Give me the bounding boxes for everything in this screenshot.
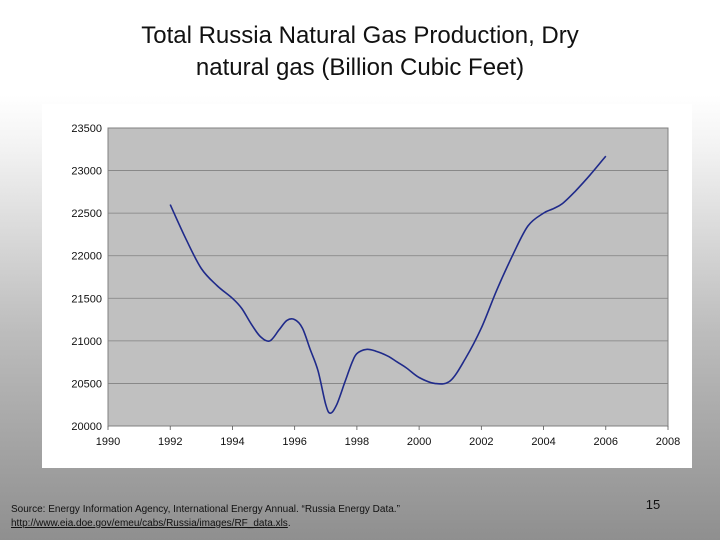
slide-title-line-2: natural gas (Billion Cubic Feet): [195, 54, 525, 81]
x-tick-label: 2002: [469, 436, 493, 448]
source-note: Source: Energy Information Agency, Inter…: [11, 503, 571, 531]
y-tick-label: 22000: [71, 251, 102, 263]
x-tick-label: 1994: [220, 436, 244, 448]
x-tick-label: 2008: [656, 436, 680, 448]
slide-title: Total Russia Natural Gas Production, Dry…: [60, 20, 660, 84]
source-text: Source: Energy Information Agency, Inter…: [11, 504, 400, 515]
y-tick-label: 20500: [71, 378, 102, 390]
y-tick-label: 22500: [71, 208, 102, 220]
x-tick-label: 1998: [345, 436, 369, 448]
x-tick-label: 2004: [531, 436, 555, 448]
series-line: [169, 155, 607, 414]
y-tick-label: 21500: [71, 293, 102, 305]
x-tick-label: 2006: [594, 436, 618, 448]
page-number: 15: [645, 497, 661, 512]
source-link[interactable]: http://www.eia.doe.gov/emeu/cabs/Russia/…: [11, 518, 288, 529]
y-axis: 20000 20500 21000 21500 22000 22500 23000 23500: [71, 123, 102, 433]
slide-title-line-1: Total Russia Natural Gas Production, Dry: [141, 22, 579, 49]
x-tick-label: 2000: [407, 436, 431, 448]
y-tick-label: 23500: [71, 123, 102, 135]
line-chart: 20000 20500 21000 21500 22000 22500 23000 23500…: [71, 123, 680, 448]
y-tick-label: 20000: [71, 421, 102, 433]
x-axis: 1990 1992 1994 1996 1998 2000 2002 2004 2006 2008: [96, 426, 680, 448]
x-tick-label: 1990: [96, 436, 120, 448]
y-tick-label: 21000: [71, 336, 102, 348]
y-tick-label: 23000: [71, 166, 102, 178]
source-link-suffix: .: [287, 518, 291, 529]
plot-background: [107, 127, 669, 427]
grid-lines: [108, 127, 668, 427]
x-tick-label: 1996: [282, 436, 306, 448]
chart-area: 20000 20500 21000 21500 22000 22500 23000 23500…: [42, 104, 692, 468]
x-tick-label: 1992: [158, 436, 182, 448]
